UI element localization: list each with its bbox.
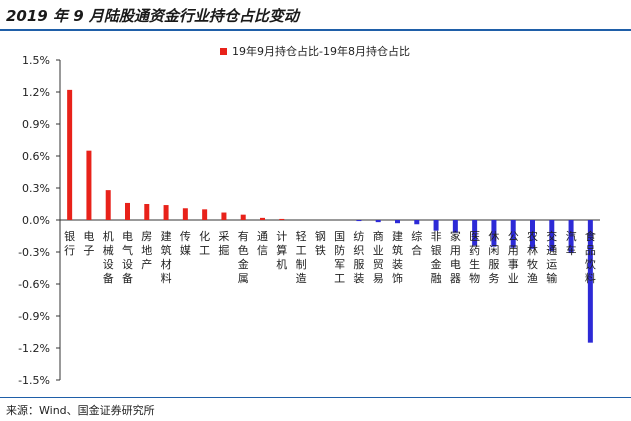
category-label: 综合	[411, 229, 422, 257]
category-label: 轻工制造	[296, 229, 307, 285]
bar	[491, 220, 497, 247]
category-label: 机械设备	[103, 229, 114, 285]
bar	[452, 220, 458, 233]
title-rule	[0, 29, 631, 31]
category-label: 通信	[257, 230, 268, 257]
legend-label: 19年9月持仓占比-19年8月持仓占比	[232, 44, 410, 58]
legend: 19年9月持仓占比-19年8月持仓占比	[220, 44, 410, 58]
bar	[86, 150, 92, 220]
category-label: 纺织服装	[353, 229, 364, 285]
bar	[530, 220, 535, 249]
bar	[549, 220, 555, 251]
category-label: 医药生物	[469, 230, 480, 285]
bar	[414, 220, 420, 225]
category-label: 建筑材料	[161, 229, 172, 285]
category-label: 传媒	[180, 230, 191, 257]
y-tick-label: -0.3%	[18, 246, 50, 259]
category-label: 国防军工	[334, 230, 345, 285]
category-label: 银行	[64, 229, 75, 257]
y-tick-label: -1.2%	[18, 342, 50, 355]
category-label: 交通运输	[546, 229, 557, 285]
category-label: 非银金融	[431, 230, 442, 285]
y-tick-label: 0.6%	[22, 150, 50, 163]
bar	[395, 220, 400, 224]
category-label: 休闲服务	[488, 230, 499, 285]
bar	[182, 208, 188, 220]
y-tick-label: 0.3%	[22, 182, 50, 195]
bar	[260, 217, 265, 220]
bar	[202, 209, 208, 220]
category-label: 电子	[83, 230, 94, 257]
y-tick-label: -0.6%	[18, 278, 50, 291]
category-label: 计算机	[276, 230, 287, 271]
category-label: 家用电器	[450, 229, 461, 285]
category-label: 公用事业	[508, 230, 519, 285]
bar	[356, 220, 362, 222]
y-tick-label: 1.2%	[22, 86, 50, 99]
category-label: 采掘	[218, 230, 229, 257]
category-labels: 银行电子机械设备电气设备房地产建筑材料传媒化工采掘有色金属通信计算机轻工制造钢铁…	[64, 229, 596, 285]
bar	[105, 190, 111, 220]
bars	[67, 89, 593, 343]
axes: 1.5% 1.2% 0.9% 0.6% 0.3% 0.0% -0.3% -0.6% -0.9% -…	[18, 54, 600, 387]
bar	[510, 220, 516, 248]
category-label: 房地产	[141, 230, 152, 271]
bar	[125, 202, 130, 220]
bar-chart: 1.5% 1.2% 0.9% 0.6% 0.3% 0.0% -0.3% -0.6% -0.9% -…	[18, 44, 600, 387]
y-tick-label: -0.9%	[18, 310, 50, 323]
y-tick-label: 1.5%	[22, 54, 50, 67]
category-label: 钢铁	[315, 230, 326, 257]
bar	[163, 205, 169, 220]
category-label: 农林牧渔	[527, 229, 538, 285]
category-label: 汽车	[566, 229, 577, 257]
source-note: 来源：Wind、国金证券研究所	[6, 404, 155, 417]
y-tick-label: -1.5%	[18, 374, 50, 387]
bar	[375, 220, 381, 223]
footer-rule	[0, 397, 631, 398]
category-label: 电气设备	[122, 230, 133, 285]
bar	[144, 204, 150, 220]
bar	[587, 220, 593, 343]
bar	[433, 220, 439, 231]
category-label: 化工	[199, 229, 210, 257]
legend-swatch	[220, 48, 227, 55]
bar	[67, 89, 73, 220]
bar	[568, 220, 574, 254]
category-label: 建筑装饰	[392, 229, 403, 285]
bar	[279, 218, 285, 220]
category-label: 有色金属	[238, 229, 249, 285]
bar	[472, 220, 478, 246]
chart-title: 2019 年 9 月陆股通资金行业持仓占比变动	[6, 7, 299, 25]
y-tick-label: 0.0%	[22, 214, 50, 227]
bar	[240, 214, 246, 220]
category-label: 食品饮料	[585, 229, 596, 285]
bar	[221, 212, 227, 220]
category-label: 商业贸易	[373, 229, 384, 285]
y-tick-label: 0.9%	[22, 118, 50, 131]
